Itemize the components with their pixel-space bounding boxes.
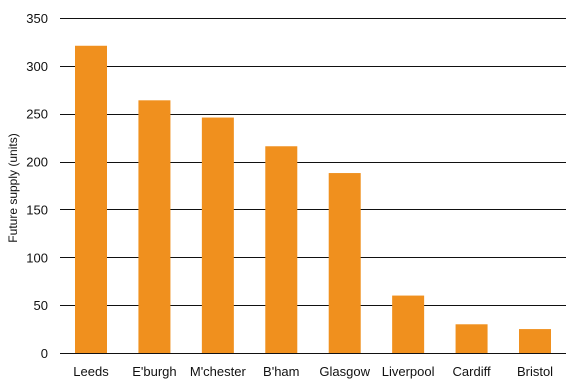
y-tick-label: 350 [26, 11, 48, 26]
bars [75, 45, 551, 354]
bar-leeds [75, 45, 107, 353]
x-category-label: Leeds [73, 364, 109, 379]
bar-e-burgh [138, 100, 171, 353]
x-category-label: M'chester [190, 364, 247, 379]
y-tick-label: 300 [26, 59, 48, 74]
x-category-label: Glasgow [319, 364, 370, 379]
x-category-label: Liverpool [382, 364, 435, 379]
x-category-label: E'burgh [132, 364, 176, 379]
x-category-label: B'ham [263, 364, 299, 379]
bar-cardiff [455, 324, 488, 353]
y-tick-label: 100 [26, 250, 48, 265]
bar-glasgow [328, 173, 361, 353]
gridlines [60, 18, 566, 354]
x-axis-category-labels: Leeds E'burgh M'chester B'ham Glasgow Liverpo… [73, 364, 553, 379]
y-tick-label: 200 [26, 155, 48, 170]
bar-bristol [519, 329, 551, 353]
y-tick-label: 50 [34, 298, 48, 313]
bar-b-ham [265, 146, 298, 353]
y-tick-label: 0 [41, 346, 48, 361]
y-axis-tick-labels: 0 50 100 150 200 250 300 350 [26, 11, 48, 361]
x-category-label: Cardiff [453, 364, 491, 379]
bar-m-chester [201, 117, 234, 354]
x-category-label: Bristol [517, 364, 553, 379]
y-axis-title: Future supply (units) [6, 133, 20, 242]
bar-liverpool [392, 295, 425, 353]
y-tick-label: 150 [26, 202, 48, 217]
y-tick-label: 250 [26, 107, 48, 122]
